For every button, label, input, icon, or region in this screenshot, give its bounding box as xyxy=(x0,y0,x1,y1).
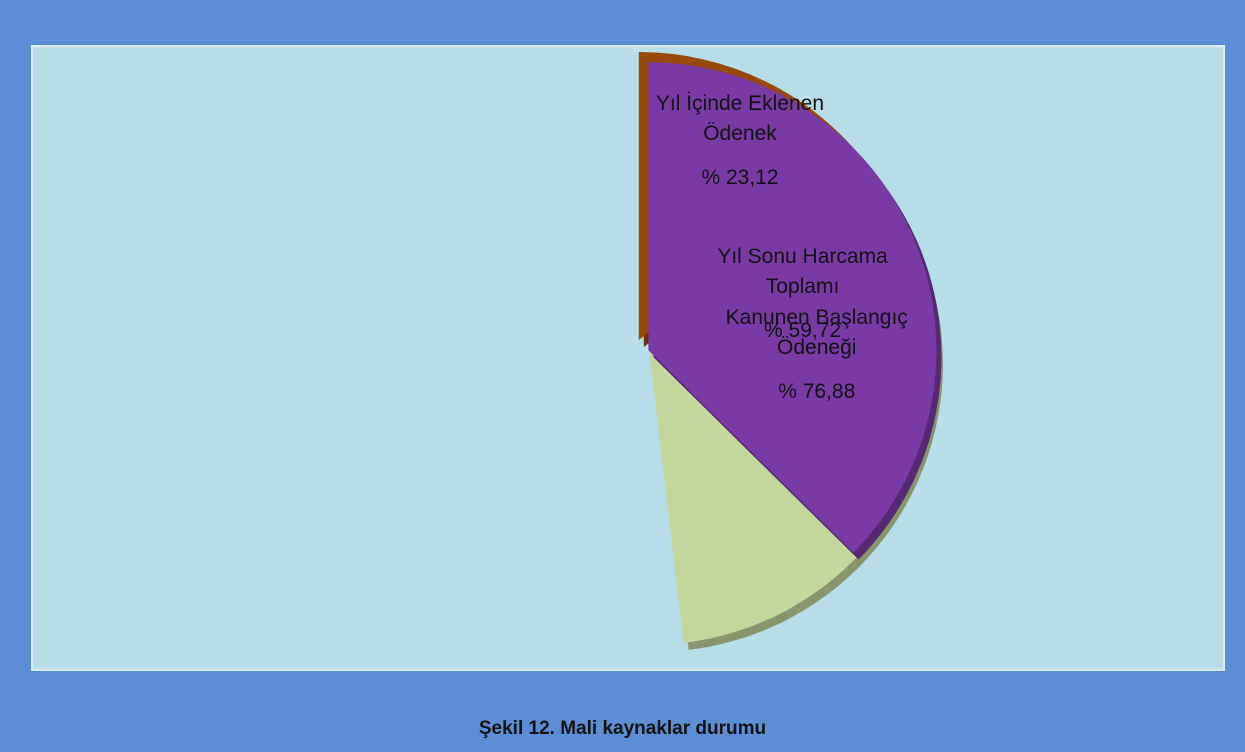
slice-label: Kanunen Başlangıç Ödeneği xyxy=(725,306,908,360)
slice-value: % 59,72 xyxy=(764,318,842,342)
slice-label: Yıl Sonu Harcama Toplamı xyxy=(717,244,888,298)
slice xyxy=(648,62,937,553)
slice-label: Yıl İçinde Eklenen Ödenek xyxy=(655,92,825,146)
chart-title: Şekil 12. Mali kaynaklar durumu xyxy=(478,718,767,739)
plot-panel xyxy=(31,45,1225,671)
slice-value: % 23,12 xyxy=(701,166,779,190)
slice-value: % 76,88 xyxy=(778,380,856,404)
